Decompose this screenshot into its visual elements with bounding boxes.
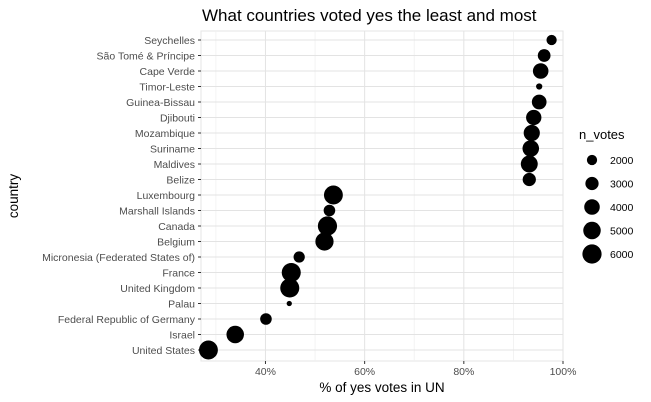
y-tick-label: Guinea-Bissau bbox=[126, 97, 195, 109]
legend-label: 6000 bbox=[610, 249, 634, 261]
data-point bbox=[226, 325, 244, 344]
y-tick-label: Marshall Islands bbox=[119, 205, 195, 217]
data-point bbox=[315, 232, 334, 251]
y-tick-label: Palau bbox=[168, 298, 195, 310]
x-axis-ticks: 40% 60% 80% 100% bbox=[255, 361, 576, 378]
gridlines bbox=[201, 31, 564, 361]
y-tick-label: Canada bbox=[158, 221, 195, 233]
data-point bbox=[317, 216, 338, 236]
data-point bbox=[531, 94, 547, 110]
data-point bbox=[323, 185, 343, 205]
data-point bbox=[260, 313, 272, 325]
legend-title: n_votes bbox=[579, 127, 625, 142]
y-tick-label: Mozambique bbox=[135, 128, 195, 140]
chart-title: What countries voted yes the least and m… bbox=[202, 6, 537, 25]
plot-panel bbox=[200, 30, 564, 362]
y-tick-label: Federal Republic of Germany bbox=[58, 314, 196, 326]
legend-key bbox=[583, 221, 601, 240]
legend-key bbox=[585, 176, 599, 191]
x-tick-label: 80% bbox=[453, 366, 474, 378]
legend-label: 4000 bbox=[610, 202, 634, 214]
y-tick-label: United Kingdom bbox=[120, 283, 195, 295]
x-axis-title: % of yes votes in UN bbox=[319, 380, 444, 395]
data-point bbox=[281, 262, 301, 283]
y-tick-label: Cape Verde bbox=[140, 66, 196, 78]
y-tick-label: France bbox=[162, 267, 195, 279]
y-axis-title: country bbox=[6, 174, 21, 219]
y-tick-label: Belgium bbox=[157, 236, 195, 248]
y-tick-label: Belize bbox=[166, 174, 195, 186]
data-point bbox=[520, 155, 538, 173]
data-point bbox=[523, 124, 540, 142]
y-tick-label: Micronesia (Federated States of) bbox=[42, 252, 195, 264]
data-point bbox=[532, 63, 549, 79]
x-tick-label: 40% bbox=[255, 366, 276, 378]
legend-key bbox=[584, 199, 600, 215]
data-point bbox=[198, 340, 218, 360]
x-tick-label: 60% bbox=[354, 366, 375, 378]
data-points bbox=[198, 34, 557, 360]
data-point bbox=[323, 204, 336, 217]
data-point bbox=[522, 140, 540, 157]
y-tick-label: Djibouti bbox=[160, 112, 195, 124]
data-point bbox=[536, 83, 543, 90]
y-tick-label: São Tomé & Príncipe bbox=[97, 50, 196, 62]
legend-label: 3000 bbox=[610, 178, 634, 190]
data-point bbox=[280, 278, 300, 298]
data-point bbox=[293, 251, 305, 263]
data-point bbox=[537, 49, 551, 62]
y-tick-label: United States bbox=[132, 345, 195, 357]
legend-key bbox=[586, 154, 598, 166]
y-tick-label: Israel bbox=[169, 329, 195, 341]
legend-key bbox=[582, 244, 602, 264]
legend-label: 2000 bbox=[610, 155, 634, 167]
legend-label: 5000 bbox=[610, 225, 634, 237]
y-axis-labels: Seychelles São Tomé & Príncipe Cape Verde T… bbox=[42, 35, 201, 357]
data-point bbox=[526, 109, 542, 126]
data-point bbox=[286, 300, 292, 307]
x-tick-label: 100% bbox=[550, 366, 577, 378]
y-tick-label: Maldives bbox=[154, 159, 195, 171]
legend: 2000 3000 4000 5000 6000 bbox=[582, 154, 634, 264]
data-point bbox=[546, 34, 557, 46]
y-tick-label: Seychelles bbox=[144, 35, 195, 47]
y-tick-label: Timor-Leste bbox=[139, 81, 195, 93]
y-tick-label: Luxembourg bbox=[137, 190, 196, 202]
data-point bbox=[522, 172, 536, 187]
y-tick-label: Suriname bbox=[150, 143, 195, 155]
